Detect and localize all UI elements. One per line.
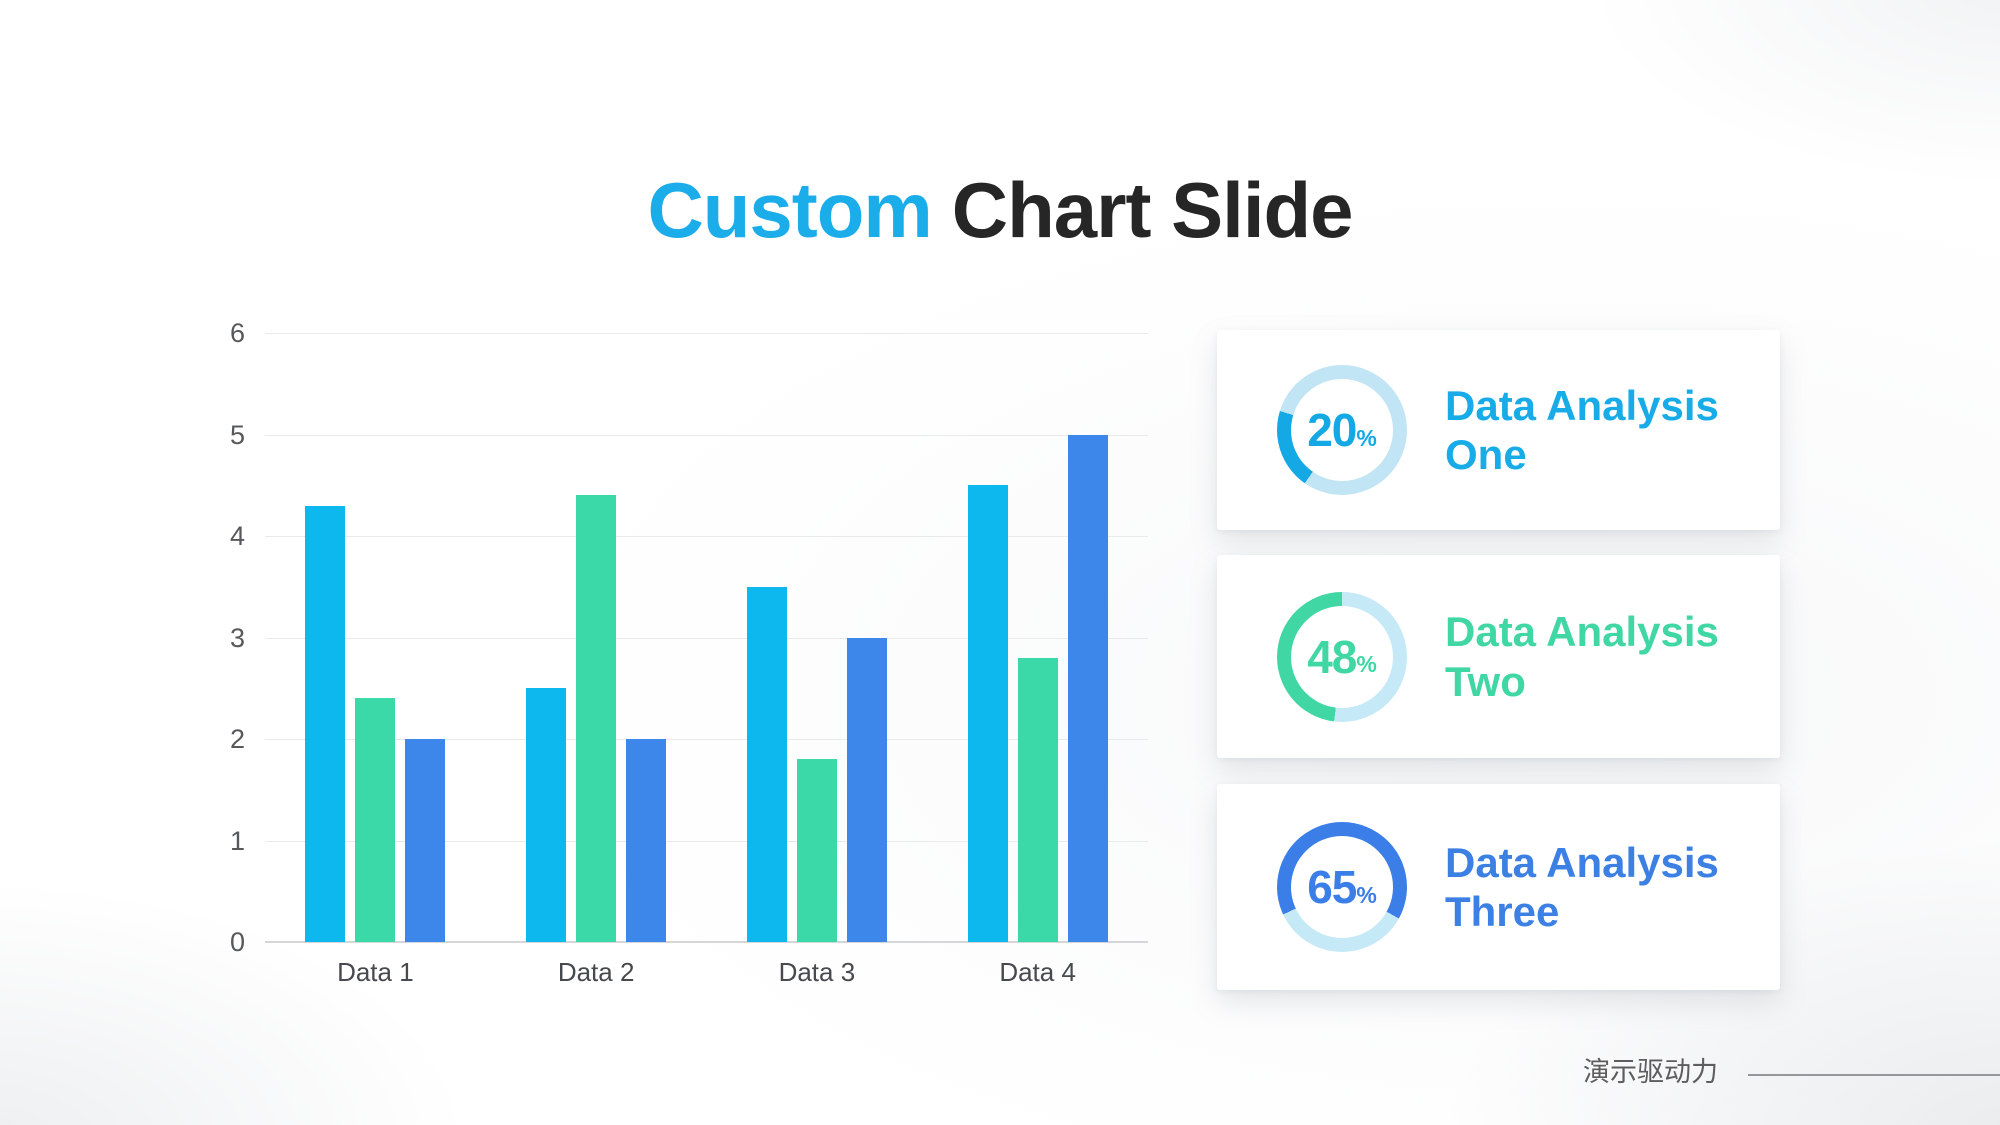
bar-group-data-4 [927,333,1148,942]
bar-series-green-2 [576,495,617,942]
percent-sign: % [1356,651,1377,677]
bar-series-blue-4 [1067,434,1108,942]
donut-gauge-65: 65% [1277,822,1407,952]
percent-sign: % [1356,881,1377,908]
bar-series-blue-2 [626,739,667,942]
title-accent: Custom [647,166,932,255]
bar-series-blue-1 [405,739,446,942]
percent-value: 65 [1307,861,1357,913]
donut-gauge-20: 20% [1277,365,1407,495]
gridline-y-2 [265,739,1148,740]
slide-title: Custom Chart Slide [0,164,2000,258]
gridline-y-5 [265,434,1148,436]
gridline-y-6 [265,333,1148,334]
gridline-y-0 [265,941,1148,943]
bar-group-data-3 [707,333,928,942]
x-tick-label-3: Data 3 [778,957,856,987]
bar-group-data-1 [265,333,486,942]
y-tick-label-6: 6 [229,318,245,348]
card-title: Data Analysis One [1445,381,1719,478]
y-tick-label-5: 5 [229,419,245,450]
x-tick-label-1: Data 1 [337,957,414,987]
bar-series-cyan-3 [746,586,787,942]
percent-value: 48 [1307,630,1357,683]
y-tick-label-3: 3 [229,622,245,653]
stat-card-two: 48% Data Analysis Two [1217,555,1780,758]
x-tick-label-2: Data 2 [557,957,635,987]
y-tick-label-0: 0 [229,927,245,957]
y-tick-label-1: 1 [229,825,245,856]
gridline-y-3 [265,637,1148,639]
donut-gauge-48: 48% [1277,591,1407,722]
bar-series-green-3 [796,759,837,942]
bar-series-cyan-2 [526,688,567,942]
percent-sign: % [1356,424,1377,451]
bar-group-data-2 [486,333,707,942]
bar-series-green-1 [355,698,396,942]
brand-text: 演示驱动力 [1583,1057,1718,1087]
stat-card-one: 20% Data Analysis One [1217,330,1780,530]
gridline-y-1 [265,840,1148,842]
x-tick-label-4: Data 4 [999,957,1076,987]
card-title: Data Analysis Three [1445,838,1719,935]
bar-series-green-4 [1017,657,1058,942]
bar-chart-plot-area [265,333,1148,943]
y-tick-label-4: 4 [229,521,245,551]
gridline-y-4 [265,536,1148,537]
y-tick-label-2: 2 [229,724,245,754]
bar-series-cyan-1 [305,505,346,942]
stat-card-three: 65% Data Analysis Three [1217,784,1780,990]
title-rest: Chart Slide [951,166,1354,255]
bar-series-blue-3 [846,637,887,942]
card-title: Data Analysis Two [1445,608,1719,705]
footer-divider-line [1748,1074,2000,1076]
percent-value: 20 [1307,404,1357,456]
bar-series-cyan-4 [967,485,1008,942]
